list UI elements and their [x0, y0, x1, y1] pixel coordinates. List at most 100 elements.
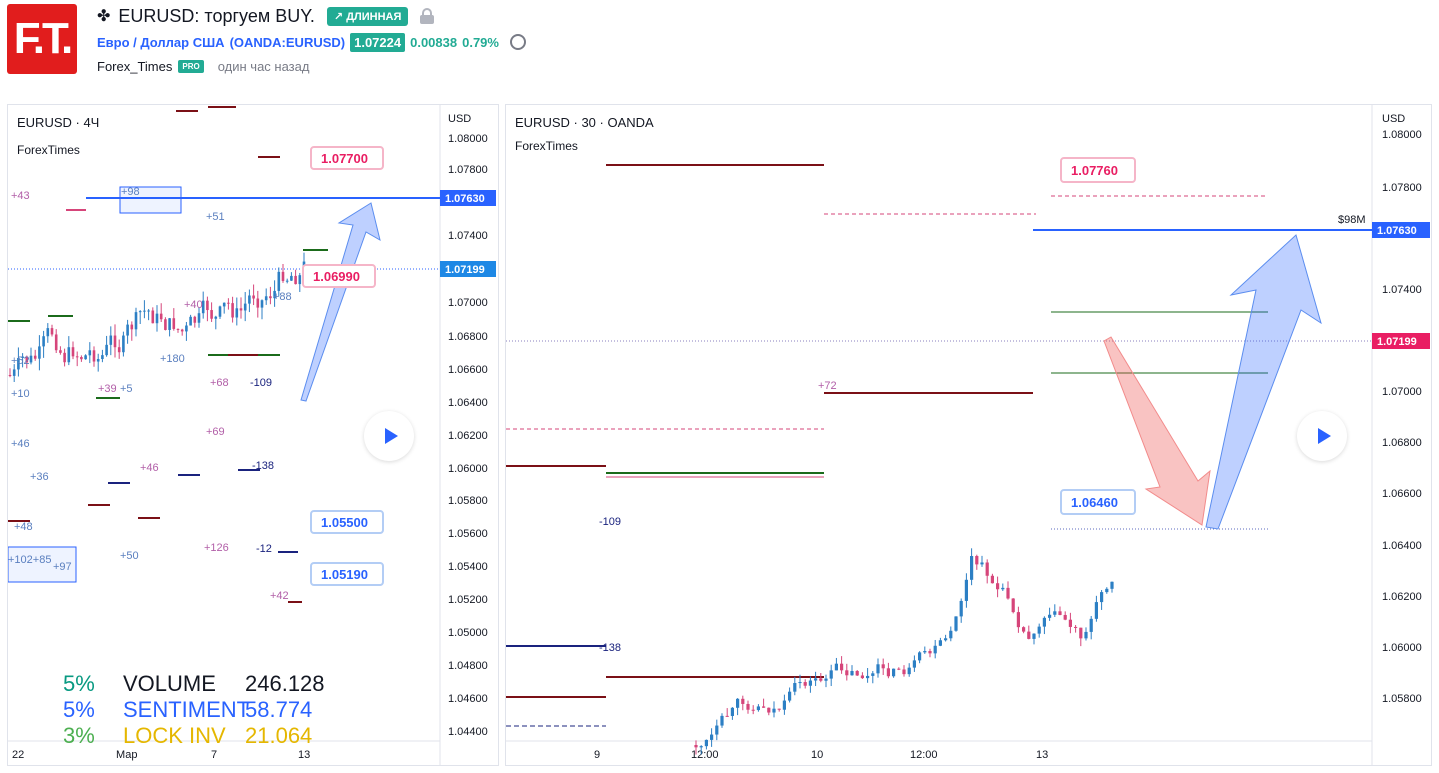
candle-body	[50, 328, 54, 335]
candle-body	[746, 703, 750, 710]
price-tag-text: 1.07199	[1377, 336, 1417, 348]
candle-body	[96, 359, 100, 362]
candle-body	[782, 700, 786, 710]
y-tick-label: 1.06400	[448, 397, 488, 409]
symbol-full-name[interactable]: Евро / Доллар США	[97, 34, 225, 50]
y-tick-label: 1.06800	[1382, 437, 1422, 449]
level-label: +98	[121, 186, 140, 198]
right-play-button[interactable]	[1297, 411, 1347, 461]
symbol-code[interactable]: (OANDA:EURUSD)	[229, 34, 346, 50]
right-chart-30m[interactable]: USD 1.08000 1.07800 1.07400 1.07000 1.06800 1.…	[505, 104, 1432, 766]
right-indicator-name: ForexTimes	[515, 139, 578, 153]
stat-row-volume: 5% VOLUME 246.128	[63, 671, 325, 697]
candle-body	[206, 300, 209, 311]
candle-body	[803, 682, 807, 686]
candle-body	[756, 706, 760, 711]
price-callout-text: 1.07700	[321, 151, 368, 166]
candle-body	[881, 664, 885, 669]
bullish-arrow	[1205, 234, 1322, 530]
left-chart-canvas[interactable]: USD 1.08000 1.07800 1.07400 1.07000 1.06800 1.…	[8, 105, 499, 766]
candle-body	[704, 739, 708, 747]
y-tick-label: 1.05400	[448, 561, 488, 573]
y-tick-label: 1.07800	[448, 164, 488, 176]
candle-body	[741, 698, 745, 704]
candle-body	[126, 324, 129, 336]
candle-body	[75, 356, 79, 358]
price-callout-box	[1060, 157, 1136, 183]
selection-box	[119, 186, 182, 214]
forex-times-logo[interactable]: F.T.	[7, 4, 77, 74]
candle-body	[975, 556, 979, 565]
left-chart-4h[interactable]: USD 1.08000 1.07800 1.07400 1.07000 1.06800 1.…	[7, 104, 499, 766]
right-chart-canvas[interactable]: USD 1.08000 1.07800 1.07400 1.07000 1.06800 1.…	[506, 105, 1432, 766]
candle-body	[180, 329, 184, 332]
candle-body	[269, 296, 272, 299]
currency-label: USD	[448, 113, 471, 125]
left-play-button[interactable]	[364, 411, 414, 461]
candle-body	[907, 667, 911, 675]
level-label: +43	[11, 190, 30, 202]
y-tick-label: 1.05800	[1382, 693, 1422, 705]
y-tick-label: 1.05000	[448, 627, 488, 639]
level-label: +46	[140, 462, 159, 474]
x-tick-label: 22	[12, 749, 24, 761]
candle-body	[996, 583, 1000, 590]
y-tick-label: 1.07800	[1382, 182, 1422, 194]
candle-body	[38, 346, 41, 359]
level-label: +42	[270, 590, 289, 602]
y-tick-label: 1.07000	[1382, 386, 1422, 398]
price-tag-box	[440, 190, 496, 206]
x-tick-label: 13	[298, 749, 310, 761]
level-label: +48	[14, 521, 33, 533]
candle-body	[281, 271, 285, 281]
candle-body	[243, 303, 247, 311]
candle-body	[710, 734, 714, 740]
level-label: +40	[184, 299, 203, 311]
alarm-clock-icon[interactable]	[509, 34, 526, 50]
stat-value: 58.774	[245, 697, 313, 722]
candle-body	[762, 706, 766, 708]
candle-body	[294, 275, 297, 285]
idea-header: F.T. ✤ EURUSD: торгуем BUY. ↗ ДЛИННАЯ Ев…	[0, 0, 1439, 100]
candle-body	[239, 308, 243, 311]
candle-body	[185, 325, 188, 332]
candle-body	[845, 670, 849, 676]
candle-body	[808, 680, 812, 686]
price-tag-box	[1372, 222, 1430, 238]
candle-body	[1058, 611, 1062, 615]
publish-time: один час назад	[217, 58, 310, 74]
candle-body	[231, 303, 234, 318]
candle-body	[138, 311, 142, 313]
candle-body	[736, 698, 740, 708]
level-label: +126	[204, 542, 229, 554]
y-tick-label: 1.07000	[448, 297, 488, 309]
candle-body	[938, 640, 942, 646]
stats-panel: 5% VOLUME 246.128 5% SENTIMENT 58.774 3%…	[63, 671, 325, 749]
stat-value: 21.064	[245, 723, 313, 748]
candle-body	[218, 306, 222, 317]
price-callout-text: 1.05190	[321, 567, 368, 582]
author-name[interactable]: Forex_Times	[97, 58, 173, 74]
price-callout-box	[310, 562, 384, 586]
x-tick-label: 7	[211, 749, 217, 761]
candle-body	[1048, 614, 1052, 618]
candle-body	[122, 335, 125, 353]
candle-body	[902, 669, 906, 675]
level-label: +102+85	[8, 554, 51, 566]
candle-body	[990, 575, 994, 584]
price-tag-box	[1372, 333, 1430, 349]
author-row: Forex_Times PRO один час назад	[97, 57, 309, 75]
candle-body	[285, 280, 289, 282]
candle-body	[8, 375, 12, 376]
candle-body	[113, 335, 117, 348]
candle-body	[834, 663, 838, 671]
play-icon	[1317, 428, 1331, 444]
candle-body	[871, 673, 875, 676]
candle-body	[260, 300, 264, 308]
candle-body	[80, 357, 83, 360]
level-label: +52	[11, 355, 30, 367]
right-chart-legend: EURUSD · 30 · OANDA	[515, 115, 654, 130]
price-tag-text: 1.07630	[445, 193, 485, 205]
candle-body	[798, 682, 802, 684]
candle-body	[25, 356, 29, 363]
